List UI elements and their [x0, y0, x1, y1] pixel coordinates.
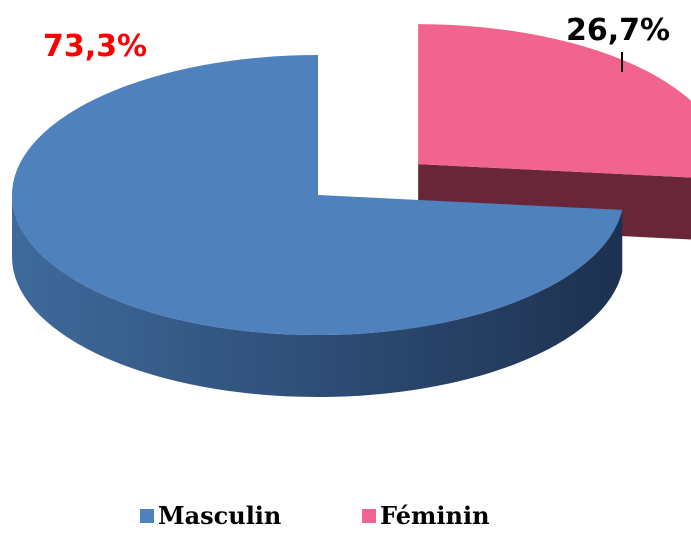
legend-swatch — [362, 509, 376, 523]
data-label: 26,7% — [566, 13, 670, 48]
legend-label: Féminin — [380, 501, 490, 530]
legend-label: Masculin — [158, 501, 281, 530]
slice — [12, 55, 623, 335]
legend-swatch — [140, 509, 154, 523]
data-label: 73,3% — [43, 29, 147, 64]
slice-side — [12, 195, 623, 397]
